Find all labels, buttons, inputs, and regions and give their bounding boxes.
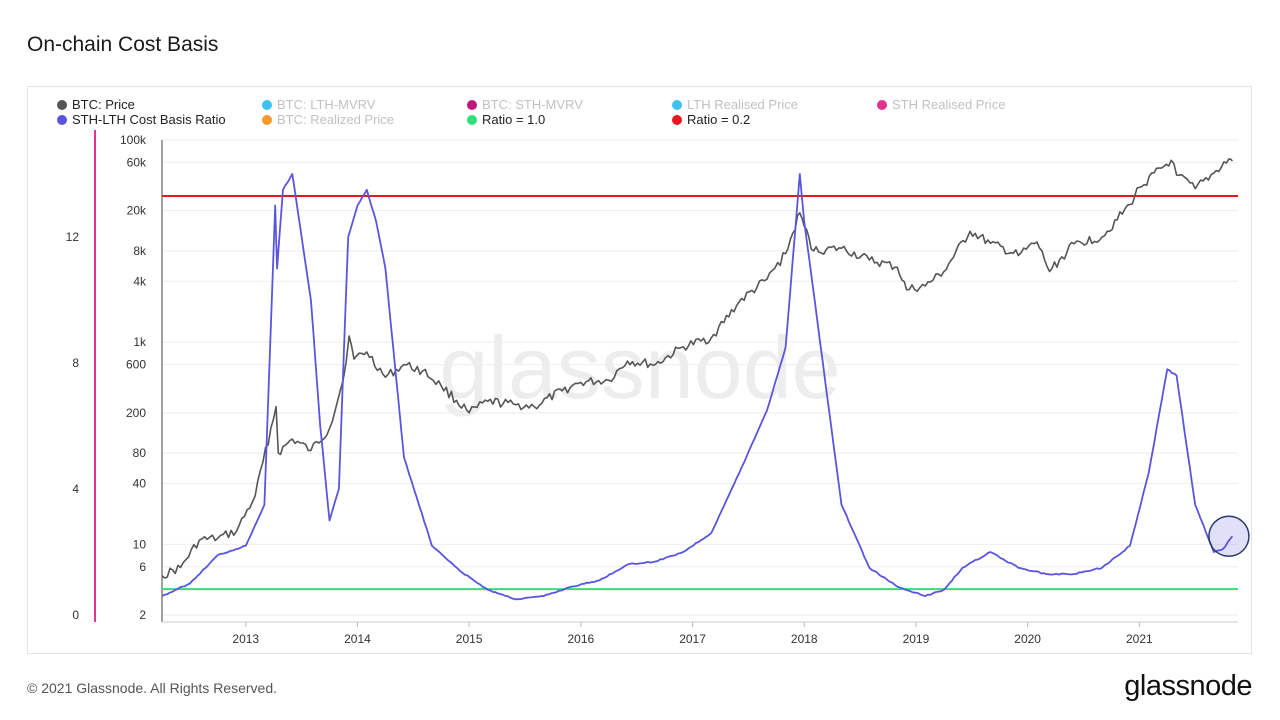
x-tick-label: 2018 xyxy=(791,632,818,646)
legend-label: BTC: Price xyxy=(72,97,135,112)
copyright-text: © 2021 Glassnode. All Rights Reserved. xyxy=(27,680,278,696)
price-tick-label: 60k xyxy=(127,155,147,169)
x-tick-label: 2016 xyxy=(568,632,595,646)
page-title: On-chain Cost Basis xyxy=(27,33,219,56)
legend-dot-icon xyxy=(672,99,682,110)
price-tick-label: 600 xyxy=(126,358,146,372)
ratio-tick-label: 4 xyxy=(72,482,79,496)
price-tick-label: 40 xyxy=(133,476,147,490)
x-tick-label: 2017 xyxy=(679,632,706,646)
legend-label: LTH Realised Price xyxy=(687,97,799,112)
ratio-series-line xyxy=(161,173,1234,601)
legend-item-ratio-0-2[interactable]: Ratio = 0.2 xyxy=(672,112,750,127)
legend-item-btc-price[interactable]: BTC: Price xyxy=(57,97,135,112)
legend-item-lth-realised-price[interactable]: LTH Realised Price xyxy=(672,97,798,112)
legend-label: STH Realised Price xyxy=(892,97,1006,112)
legend-label: STH-LTH Cost Basis Ratio xyxy=(72,112,226,127)
price-tick-label: 4k xyxy=(133,274,147,288)
legend-label: Ratio = 1.0 xyxy=(482,112,546,127)
legend-dot-icon xyxy=(262,99,272,110)
price-tick-label: 6 xyxy=(139,560,146,574)
price-tick-label: 8k xyxy=(133,244,147,258)
price-tick-label: 200 xyxy=(126,406,146,420)
chart-legend: BTC: Price BTC: LTH-MVRV BTC: STH-MVRV LTH … xyxy=(57,97,1237,129)
glassnode-logo: glassnode xyxy=(1124,670,1252,702)
x-tick-label: 2013 xyxy=(232,632,259,646)
legend-item-sth-lth-cost-basis-ratio[interactable]: STH-LTH Cost Basis Ratio xyxy=(57,112,226,127)
highlight-circle xyxy=(1208,515,1250,557)
ratio-tick-label: 8 xyxy=(72,356,79,370)
legend-item-ratio-1-0[interactable]: Ratio = 1.0 xyxy=(467,112,545,127)
legend-item-btc-lth-mvrv[interactable]: BTC: LTH-MVRV xyxy=(262,97,375,112)
price-tick-label: 100k xyxy=(120,133,147,147)
legend-dot-icon xyxy=(672,114,682,125)
legend-label: Ratio = 0.2 xyxy=(687,112,751,127)
price-tick-label: 10 xyxy=(133,537,147,551)
x-tick-label: 2020 xyxy=(1014,632,1041,646)
price-tick-label: 20k xyxy=(127,204,147,218)
legend-item-btc-realized-price[interactable]: BTC: Realized Price xyxy=(262,112,394,127)
legend-dot-icon xyxy=(467,99,477,110)
chart-frame xyxy=(27,86,1252,654)
legend-label: BTC: LTH-MVRV xyxy=(277,97,376,112)
x-tick-label: 2019 xyxy=(903,632,930,646)
ratio-tick-label: 0 xyxy=(72,608,79,622)
price-tick-label: 1k xyxy=(133,335,147,349)
x-tick-label: 2014 xyxy=(344,632,371,646)
x-tick-label: 2021 xyxy=(1126,632,1153,646)
price-tick-label: 80 xyxy=(133,446,147,460)
legend-item-btc-sth-mvrv[interactable]: BTC: STH-MVRV xyxy=(467,97,583,112)
legend-item-sth-realised-price[interactable]: STH Realised Price xyxy=(877,97,1005,112)
ratio-tick-label: 12 xyxy=(66,230,80,244)
legend-label: BTC: STH-MVRV xyxy=(482,97,583,112)
legend-dot-icon xyxy=(877,99,887,110)
legend-dot-icon xyxy=(262,114,272,125)
legend-label: BTC: Realized Price xyxy=(277,112,395,127)
legend-dot-icon xyxy=(57,99,67,110)
price-tick-label: 2 xyxy=(139,608,146,622)
legend-dot-icon xyxy=(467,114,477,125)
x-tick-label: 2015 xyxy=(456,632,483,646)
legend-dot-icon xyxy=(57,114,67,125)
